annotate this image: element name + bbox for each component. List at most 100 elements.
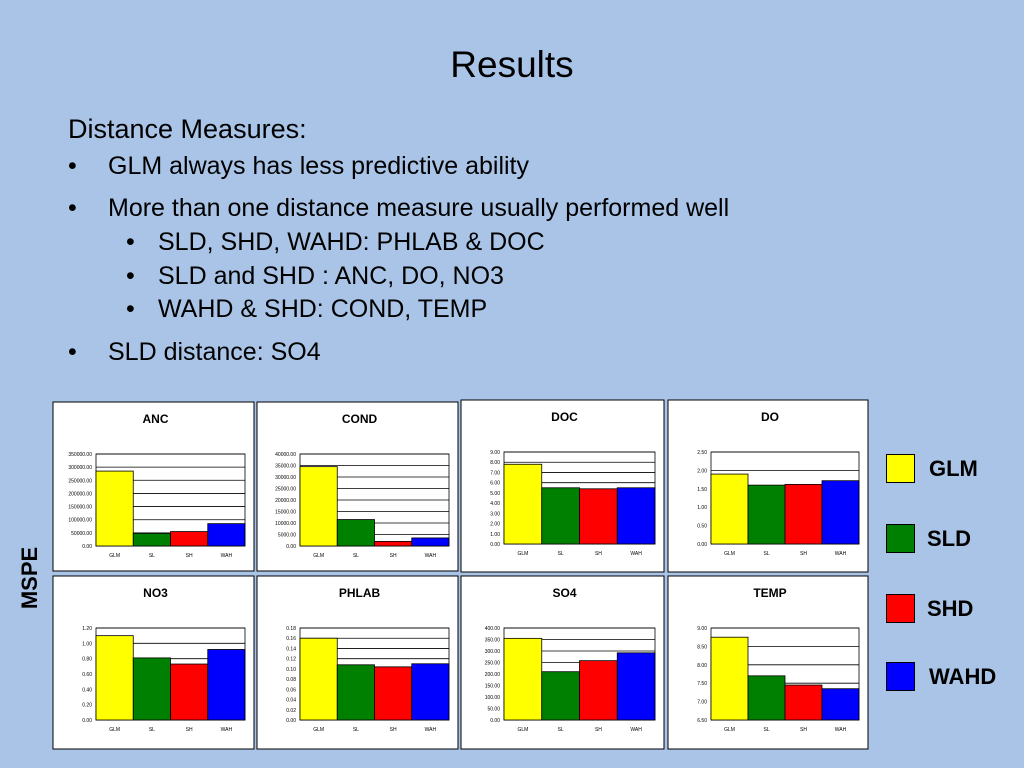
bar-wah [207,523,246,547]
sub-bullet-text: WAHD & SHD: COND, TEMP [158,295,488,323]
bullet-dot: • [68,338,77,366]
legend-label: SLD [927,526,971,551]
bar-sh [784,684,823,721]
y-tick-label: 15000.00 [275,510,296,516]
x-tick-label: SH [800,551,807,557]
y-tick-label: 0.00 [286,718,296,724]
x-tick-label: WAH [221,553,233,559]
x-tick-label: SH [186,727,193,733]
x-tick-label: WAH [835,551,847,557]
bar-wah [821,688,860,721]
bar-sh [374,666,413,721]
y-tick-label: 7.00 [490,470,500,476]
legend-swatch [886,594,915,623]
x-tick-label: WAH [835,727,847,733]
chart-title: DO [761,410,779,424]
x-tick-label: GLM [517,551,528,557]
chart-title: ANC [143,412,169,426]
bullet-text: SLD distance: SO4 [108,338,321,366]
chart-title: PHLAB [339,586,381,600]
y-tick-label: 300000.00 [68,465,92,471]
y-tick-label: 0.14 [286,646,296,652]
legend-label: GLM [929,456,978,481]
y-tick-label: 0.50 [697,524,707,530]
bullet-dot: • [126,262,135,290]
y-tick-label: 0.00 [286,544,296,550]
chart-title: COND [342,412,378,426]
bar-glm [503,463,543,545]
legend-swatch [886,524,915,553]
sub-bullet-text: SLD, SHD, WAHD: PHLAB & DOC [158,228,545,256]
x-tick-label: GLM [724,727,735,733]
x-tick-label: GLM [109,727,120,733]
chart-panel-cond: COND 0.00 5000.00 10000.00 15000.00 20000.00 2… [256,401,459,572]
y-tick-label: 8.50 [697,644,707,650]
x-tick-label: SL [558,727,564,733]
y-tick-label: 3.00 [490,511,500,517]
y-tick-label: 150.00 [485,684,501,690]
y-tick-label: 300.00 [485,649,501,655]
bar-wah [411,537,450,547]
bar-sh [784,483,823,545]
x-tick-label: WAH [425,553,437,559]
y-tick-label: 0.40 [82,687,92,693]
y-tick-label: 2.50 [697,450,707,456]
y-tick-label: 0.02 [286,708,296,714]
chart-title: DOC [551,410,578,424]
y-tick-label: 200000.00 [68,491,92,497]
bullet-dot: • [126,295,135,323]
y-tick-label: 9.00 [697,626,707,632]
y-tick-label: 1.00 [697,505,707,511]
y-tick-label: 8.00 [490,460,500,466]
y-tick-label: 2.00 [490,522,500,528]
y-tick-label: 0.06 [286,687,296,693]
bar-sl [132,532,171,547]
bar-glm [95,470,134,547]
y-tick-label: 6.50 [697,718,707,724]
y-tick-label: 250000.00 [68,478,92,484]
bar-sl [132,657,171,721]
chart-panel-doc: DOC 0.00 1.00 2.00 3.00 4.00 5.00 6.00 7.00 8.00 9… [460,399,665,573]
chart-title: TEMP [753,586,786,600]
y-tick-label: 10000.00 [275,521,296,527]
x-tick-label: GLM [109,553,120,559]
bar-sl [747,484,786,545]
bar-glm [710,636,749,721]
y-tick-label: 0.20 [82,703,92,709]
x-tick-label: GLM [313,553,324,559]
y-tick-label: 0.80 [82,657,92,663]
legend-swatch [886,454,915,483]
bar-sh [579,488,618,545]
x-tick-label: SL [149,727,155,733]
y-tick-label: 7.00 [697,700,707,706]
bar-sl [541,671,580,721]
legend-swatch [886,662,915,691]
y-tick-label: 30000.00 [275,475,296,481]
y-tick-label: 100000.00 [68,518,92,524]
sub-bullet-text: SLD and SHD : ANC, DO, NO3 [158,262,504,290]
y-tick-label: 0.00 [490,542,500,548]
y-tick-label: 1.00 [82,641,92,647]
y-tick-label: 0.00 [82,544,92,550]
slide-title: Results [450,44,574,85]
y-tick-label: 0.10 [286,667,296,673]
y-tick-label: 0.00 [82,718,92,724]
bullet-text: GLM always has less predictive ability [108,152,529,180]
bar-glm [95,635,134,721]
chart-panel-anc: ANC 0.00 50000.00 100000.00 150000.00 200000.… [52,401,255,572]
chart-panel-do: DO 0.00 0.50 1.00 1.50 2.00 2.50 GLM SL SH WAH [667,399,869,573]
y-tick-label: 40000.00 [275,452,296,458]
x-tick-label: WAH [630,551,642,557]
y-tick-label: 50.00 [487,707,500,713]
bar-glm [503,637,543,721]
y-tick-label: 9.00 [490,450,500,456]
y-tick-label: 350.00 [485,638,501,644]
chart-panel-phlab: PHLAB 0.00 0.02 0.04 0.06 0.08 0.10 0.12 0.14 0.1… [256,575,459,750]
x-tick-label: WAH [425,727,437,733]
bar-wah [207,649,246,721]
y-tick-label: 0.00 [697,542,707,548]
x-tick-label: SH [186,553,193,559]
bullet-dot: • [68,152,77,180]
y-tick-label: 25000.00 [275,487,296,493]
